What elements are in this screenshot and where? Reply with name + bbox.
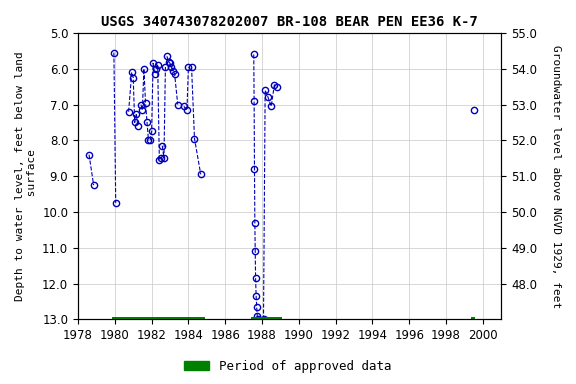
Y-axis label: Groundwater level above NGVD 1929, feet: Groundwater level above NGVD 1929, feet	[551, 45, 561, 308]
Y-axis label: Depth to water level, feet below land
 surface: Depth to water level, feet below land su…	[15, 51, 37, 301]
Legend: Period of approved data: Period of approved data	[179, 355, 397, 378]
Bar	[112, 317, 206, 321]
Bar	[471, 317, 475, 321]
Title: USGS 340743078202007 BR-108 BEAR PEN EE36 K-7: USGS 340743078202007 BR-108 BEAR PEN EE3…	[101, 15, 478, 29]
Bar	[251, 317, 282, 321]
